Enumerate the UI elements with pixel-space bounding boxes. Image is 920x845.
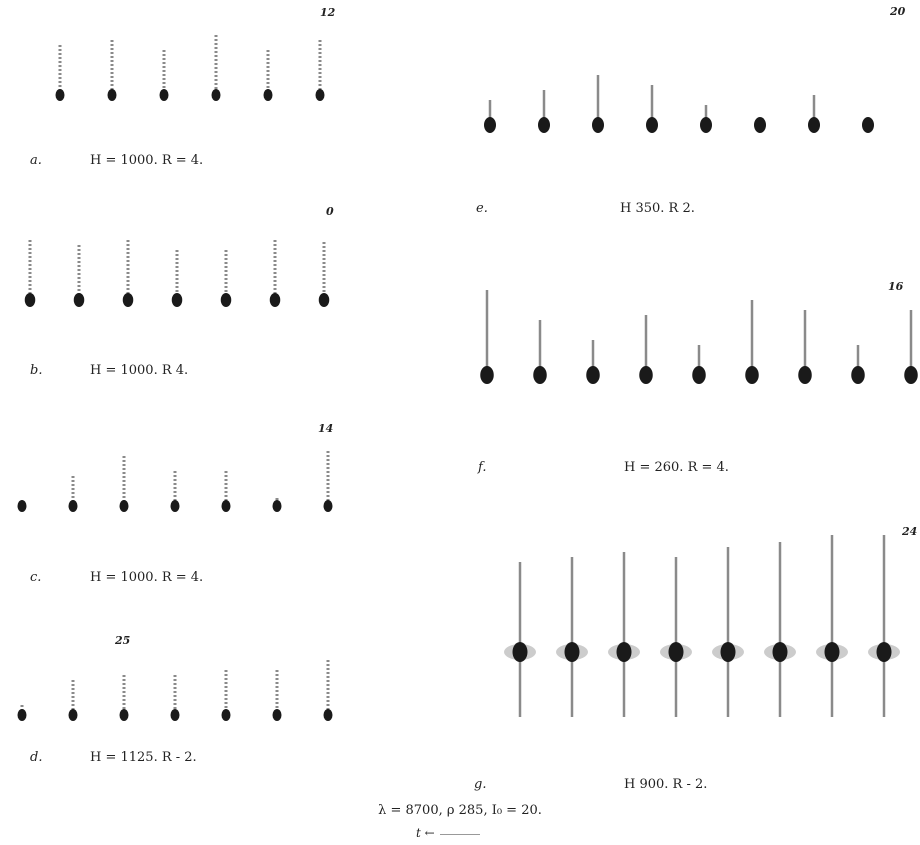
- time-arrow-line: [440, 834, 480, 835]
- spark-photograph: [484, 75, 874, 133]
- spark-mark: [868, 535, 900, 717]
- plate-number: 12: [320, 6, 336, 19]
- spark-mark: [692, 345, 706, 384]
- spark-mark: [586, 340, 600, 384]
- spark-photograph: [24, 240, 330, 307]
- plate-number: 25: [115, 634, 131, 647]
- panel-letter: c.: [30, 570, 42, 585]
- spark-mark: [323, 660, 333, 721]
- spark-mark: [816, 535, 848, 717]
- spark-mark: [272, 498, 282, 512]
- plate-number: 0: [326, 205, 334, 218]
- spark-mark: [660, 557, 692, 717]
- spark-mark: [318, 242, 330, 307]
- panel-formula: H = 1000. R = 4.: [90, 570, 204, 585]
- panel-a: 12 a. H = 1000. R = 4.: [0, 0, 440, 180]
- spark-mark: [170, 471, 180, 512]
- panel-letter: a.: [30, 153, 42, 168]
- panel-caption: c. H = 1000. R = 4.: [30, 570, 203, 585]
- spark-mark: [68, 680, 78, 721]
- panel-g: 24 g. H 900. R - 2.: [460, 520, 920, 795]
- panel-c: 14 c. H = 1000. R = 4.: [0, 418, 440, 598]
- panel-caption: e. H 350. R 2.: [476, 201, 695, 216]
- panel-f: 16 f. H = 260. R = 4.: [460, 270, 920, 490]
- spark-mark: [904, 310, 918, 384]
- panel-formula: H 900. R - 2.: [624, 777, 708, 792]
- spark-mark: [68, 476, 78, 512]
- spark-mark: [754, 117, 766, 133]
- panel-letter: b.: [30, 363, 43, 378]
- spark-mark: [608, 552, 640, 717]
- spark-mark: [24, 240, 36, 307]
- panel-caption: d. H = 1125. R - 2.: [30, 750, 197, 765]
- spark-mark: [533, 320, 547, 384]
- spark-mark: [808, 95, 820, 133]
- spark-mark: [269, 240, 281, 307]
- spark-mark: [159, 50, 169, 101]
- panel-letter: f.: [478, 460, 487, 475]
- spark-mark: [315, 40, 325, 101]
- panel-letter: g.: [474, 777, 487, 792]
- panel-b: 0 b. H = 1000. R 4.: [0, 200, 440, 380]
- panel-caption: b. H = 1000. R 4.: [30, 363, 188, 378]
- panel-formula: H = 260. R = 4.: [624, 460, 729, 475]
- spark-photograph: [17, 451, 333, 512]
- spark-mark: [798, 310, 812, 384]
- spark-mark: [504, 562, 536, 717]
- spark-mark: [171, 250, 183, 307]
- spark-mark: [862, 117, 874, 133]
- spark-mark: [55, 45, 65, 101]
- panel-formula: H = 1000. R = 4.: [90, 153, 204, 168]
- spark-mark: [17, 500, 27, 512]
- panel-letter: e.: [476, 201, 488, 216]
- plate-number: 14: [318, 422, 334, 435]
- spark-mark: [712, 547, 744, 717]
- spark-mark: [764, 542, 796, 717]
- spark-mark: [17, 705, 27, 721]
- panel-caption: a. H = 1000. R = 4.: [30, 153, 203, 168]
- spark-mark: [220, 250, 232, 307]
- panel-formula: H = 1125. R - 2.: [90, 750, 197, 765]
- spark-mark: [745, 300, 759, 384]
- panel-d: 25 d. H = 1125. R - 2.: [0, 630, 440, 770]
- panel-formula: H 350. R 2.: [620, 201, 695, 216]
- spark-mark: [119, 456, 129, 512]
- spark-photograph: [504, 535, 900, 717]
- panel-e: 20 e. H 350. R 2.: [460, 0, 920, 230]
- spark-mark: [592, 75, 604, 133]
- spark-mark: [211, 35, 221, 101]
- plate-number: 20: [890, 5, 906, 18]
- spark-mark: [122, 240, 134, 307]
- spark-mark: [480, 290, 494, 384]
- spark-mark: [263, 50, 273, 101]
- spark-mark: [323, 451, 333, 512]
- spark-mark: [484, 100, 496, 133]
- panel-caption: g. H 900. R - 2.: [474, 777, 707, 792]
- spark-mark: [556, 557, 588, 717]
- spark-mark: [221, 670, 231, 721]
- spark-photograph: [480, 290, 918, 384]
- spark-mark: [170, 675, 180, 721]
- spark-mark: [700, 105, 712, 133]
- plate-footer-formula: λ = 8700, ρ 285, I₀ = 20.: [378, 803, 542, 818]
- time-arrow-label: t ←: [416, 826, 435, 840]
- panel-caption: f. H = 260. R = 4.: [478, 460, 729, 475]
- spark-mark: [646, 85, 658, 133]
- spark-mark: [73, 245, 85, 307]
- spark-mark: [851, 345, 865, 384]
- spark-mark: [538, 90, 550, 133]
- spark-photograph: [17, 660, 333, 721]
- spark-mark: [119, 675, 129, 721]
- spark-mark: [107, 40, 117, 101]
- plate-number: 24: [902, 525, 918, 538]
- panel-letter: d.: [30, 750, 43, 765]
- plate-number: 16: [888, 280, 904, 293]
- spark-mark: [221, 471, 231, 512]
- panel-formula: H = 1000. R 4.: [90, 363, 189, 378]
- spark-photograph: [55, 35, 325, 101]
- spark-mark: [639, 315, 653, 384]
- spark-mark: [272, 670, 282, 721]
